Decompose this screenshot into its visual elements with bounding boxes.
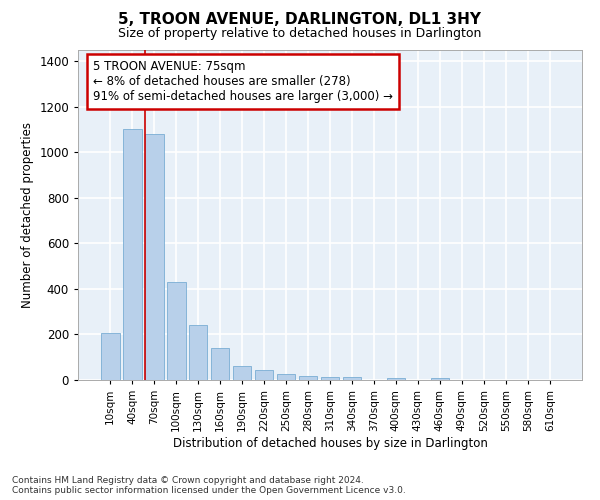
Bar: [167, 282, 185, 380]
Text: Size of property relative to detached houses in Darlington: Size of property relative to detached ho…: [118, 28, 482, 40]
Bar: [255, 370, 274, 380]
Bar: [299, 376, 317, 380]
Bar: [431, 378, 449, 380]
Bar: [320, 376, 340, 380]
X-axis label: Distribution of detached houses by size in Darlington: Distribution of detached houses by size …: [173, 436, 487, 450]
Bar: [189, 326, 208, 380]
Bar: [145, 134, 164, 380]
Text: 5, TROON AVENUE, DARLINGTON, DL1 3HY: 5, TROON AVENUE, DARLINGTON, DL1 3HY: [119, 12, 482, 28]
Bar: [101, 334, 119, 380]
Y-axis label: Number of detached properties: Number of detached properties: [20, 122, 34, 308]
Bar: [343, 378, 361, 380]
Bar: [211, 348, 229, 380]
Bar: [233, 366, 251, 380]
Text: Contains HM Land Registry data © Crown copyright and database right 2024.
Contai: Contains HM Land Registry data © Crown c…: [12, 476, 406, 495]
Bar: [277, 374, 295, 380]
Bar: [386, 378, 405, 380]
Bar: [123, 128, 142, 380]
Text: 5 TROON AVENUE: 75sqm
← 8% of detached houses are smaller (278)
91% of semi-deta: 5 TROON AVENUE: 75sqm ← 8% of detached h…: [93, 60, 393, 103]
